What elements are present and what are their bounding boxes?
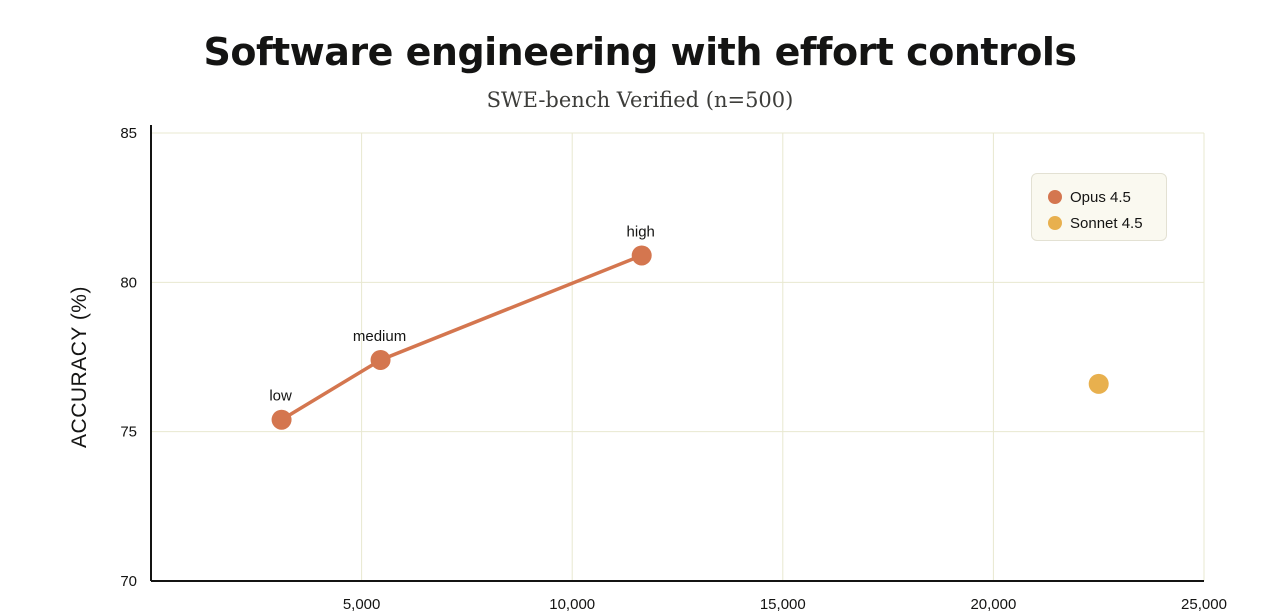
data-point-opus-4-5-high	[631, 245, 652, 266]
series-line-opus-4-5	[279, 253, 644, 422]
x-tick-label: 15,000	[760, 596, 806, 612]
chart-subtitle: SWE-bench Verified (n=500)	[486, 88, 794, 112]
y-tick-label: 85	[120, 125, 137, 142]
x-tick-label: 25,000	[1181, 596, 1227, 612]
y-tick-label: 70	[120, 573, 137, 590]
x-tick-label: 10,000	[549, 596, 595, 612]
chart-title: Software engineering with effort control…	[203, 30, 1077, 74]
legend-marker-sonnet	[1048, 216, 1062, 230]
x-tick-label: 20,000	[970, 596, 1016, 612]
point-label-low: low	[269, 388, 292, 405]
data-point-sonnet-4-5-0	[1088, 373, 1109, 394]
y-tick-label: 80	[120, 274, 137, 291]
legend-item-opus: Opus 4.5	[1048, 184, 1166, 210]
data-point-opus-4-5-medium	[370, 349, 391, 370]
y-axis-label: ACCURACY (%)	[68, 286, 91, 448]
legend-label-sonnet: Sonnet 4.5	[1070, 214, 1143, 232]
legend-label-opus: Opus 4.5	[1070, 188, 1131, 206]
point-label-medium: medium	[353, 328, 406, 345]
y-tick-label: 75	[120, 424, 137, 441]
legend-marker-opus	[1048, 190, 1062, 204]
point-label-high: high	[627, 223, 655, 240]
legend: Opus 4.5 Sonnet 4.5	[1031, 173, 1167, 241]
legend-item-sonnet: Sonnet 4.5	[1048, 210, 1166, 236]
x-tick-label: 5,000	[343, 596, 381, 612]
data-point-opus-4-5-low	[271, 409, 292, 430]
